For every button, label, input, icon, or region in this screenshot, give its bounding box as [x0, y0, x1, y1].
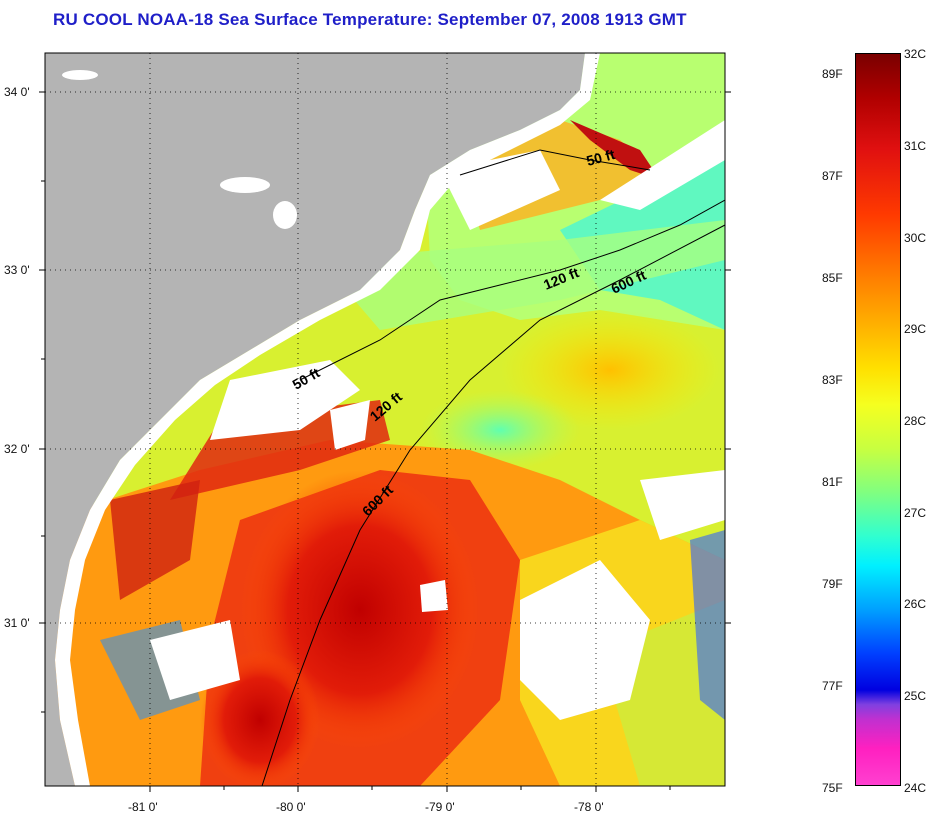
colorbar-f-label: 81F	[822, 475, 843, 489]
offshore-cool-patch	[690, 530, 725, 720]
lon-label: -78 0'	[574, 800, 604, 814]
colorbar-f-label: 75F	[822, 781, 843, 795]
colorbar-c-label: 24C	[904, 781, 927, 795]
colorbar-c-label: 29C	[904, 322, 927, 336]
lat-label: 33 0'	[4, 263, 30, 277]
colorbar-c-label: 31C	[904, 139, 927, 153]
axis-ticks	[39, 91, 731, 792]
map-frame	[44, 52, 726, 787]
grid-lines	[45, 53, 725, 786]
isobath-600ft	[261, 224, 725, 786]
colorbar-c-label: 28C	[904, 414, 927, 428]
colorbar-f-label: 83F	[822, 373, 843, 387]
colorbar-f-label: 77F	[822, 679, 843, 693]
lon-label: -80 0'	[276, 800, 306, 814]
map-title: RU COOL NOAA-18 Sea Surface Temperature:…	[53, 10, 687, 29]
isobath-label: 50 ft	[585, 146, 617, 169]
lat-label: 31 0'	[4, 616, 30, 630]
isobath-lines	[261, 149, 725, 786]
lon-label: -79 0'	[425, 800, 455, 814]
isobath-50ft-north	[459, 149, 651, 176]
hot-spot-south	[200, 650, 320, 786]
lat-label: 32 0'	[4, 442, 30, 456]
lat-label: 34 0'	[4, 85, 30, 99]
colorbar-c-label: 27C	[904, 506, 927, 520]
nearshore-hot-south	[110, 480, 200, 600]
inland-clouds	[62, 70, 297, 229]
colorbar-f-label: 85F	[822, 271, 843, 285]
nearshore-hot-north	[570, 120, 660, 180]
colorbar-f-label: 79F	[822, 577, 843, 591]
temperature-colorbar	[855, 53, 901, 786]
coastal-cloud-strip	[55, 53, 600, 786]
lon-label: -81 0'	[128, 800, 158, 814]
colorbar-c-label: 25C	[904, 689, 927, 703]
colorbar-f-label: 87F	[822, 169, 843, 183]
land-mass	[45, 53, 585, 786]
colorbar-f-label: 89F	[822, 67, 843, 81]
colorbar-c-label: 26C	[904, 597, 927, 611]
isobath-120ft	[299, 199, 725, 381]
cloud-mask	[150, 120, 725, 720]
shelf-band-green	[320, 220, 725, 330]
colorbar-c-label: 30C	[904, 231, 927, 245]
warm-eddy	[500, 310, 720, 430]
colorbar-c-label: 32C	[904, 47, 927, 61]
